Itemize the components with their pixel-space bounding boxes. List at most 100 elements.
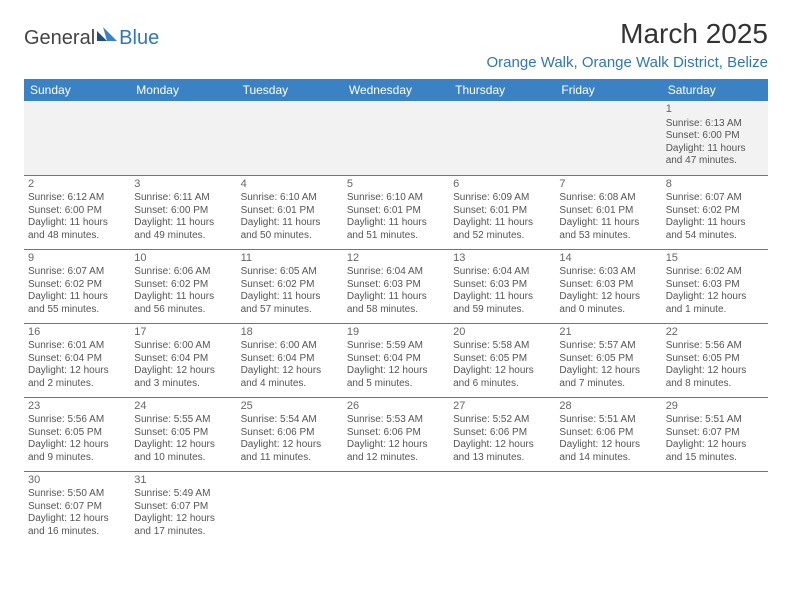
sunrise-text: Sunrise: 6:08 AM — [559, 192, 657, 205]
day-number: 28 — [559, 400, 657, 414]
day-number: 27 — [453, 400, 551, 414]
sunset-text: Sunset: 6:05 PM — [134, 427, 232, 440]
sunrise-text: Sunrise: 5:50 AM — [28, 488, 126, 501]
calendar-day-cell: 22Sunrise: 5:56 AMSunset: 6:05 PMDayligh… — [662, 323, 768, 397]
calendar-day-cell: 12Sunrise: 6:04 AMSunset: 6:03 PMDayligh… — [343, 249, 449, 323]
sunset-text: Sunset: 6:01 PM — [453, 205, 551, 218]
weekday-header: Wednesday — [343, 79, 449, 101]
sunset-text: Sunset: 6:02 PM — [666, 205, 764, 218]
sunset-text: Sunset: 6:06 PM — [453, 427, 551, 440]
calendar-day-cell: 1Sunrise: 6:13 AMSunset: 6:00 PMDaylight… — [662, 101, 768, 175]
daylight-text: Daylight: 12 hours and 0 minutes. — [559, 291, 657, 316]
daylight-text: Daylight: 11 hours and 56 minutes. — [134, 291, 232, 316]
calendar-day-cell — [662, 471, 768, 545]
calendar-day-cell — [449, 471, 555, 545]
sunrise-text: Sunrise: 5:53 AM — [347, 414, 445, 427]
day-number: 2 — [28, 178, 126, 192]
daylight-text: Daylight: 12 hours and 5 minutes. — [347, 365, 445, 390]
sunset-text: Sunset: 6:04 PM — [347, 353, 445, 366]
sunset-text: Sunset: 6:03 PM — [453, 279, 551, 292]
calendar-day-cell: 20Sunrise: 5:58 AMSunset: 6:05 PMDayligh… — [449, 323, 555, 397]
day-number: 19 — [347, 326, 445, 340]
sunset-text: Sunset: 6:03 PM — [666, 279, 764, 292]
day-number: 23 — [28, 400, 126, 414]
calendar-day-cell — [555, 471, 661, 545]
day-number: 22 — [666, 326, 764, 340]
sunrise-text: Sunrise: 5:54 AM — [241, 414, 339, 427]
daylight-text: Daylight: 11 hours and 48 minutes. — [28, 217, 126, 242]
daylight-text: Daylight: 12 hours and 12 minutes. — [347, 439, 445, 464]
sunset-text: Sunset: 6:00 PM — [666, 130, 764, 143]
weekday-header: Tuesday — [237, 79, 343, 101]
sunset-text: Sunset: 6:04 PM — [241, 353, 339, 366]
calendar-day-cell: 28Sunrise: 5:51 AMSunset: 6:06 PMDayligh… — [555, 397, 661, 471]
sunset-text: Sunset: 6:04 PM — [28, 353, 126, 366]
sunset-text: Sunset: 6:01 PM — [241, 205, 339, 218]
calendar-day-cell: 4Sunrise: 6:10 AMSunset: 6:01 PMDaylight… — [237, 175, 343, 249]
sunset-text: Sunset: 6:06 PM — [241, 427, 339, 440]
calendar-day-cell — [343, 101, 449, 175]
daylight-text: Daylight: 12 hours and 16 minutes. — [28, 513, 126, 538]
day-number: 3 — [134, 178, 232, 192]
sunrise-text: Sunrise: 5:57 AM — [559, 340, 657, 353]
weekday-header: Friday — [555, 79, 661, 101]
calendar-day-cell: 18Sunrise: 6:00 AMSunset: 6:04 PMDayligh… — [237, 323, 343, 397]
day-number: 29 — [666, 400, 764, 414]
daylight-text: Daylight: 11 hours and 49 minutes. — [134, 217, 232, 242]
day-number: 6 — [453, 178, 551, 192]
header: General Blue March 2025 Orange Walk, Ora… — [24, 18, 768, 71]
logo-mark-icon — [97, 24, 119, 47]
sunrise-text: Sunrise: 6:09 AM — [453, 192, 551, 205]
sunset-text: Sunset: 6:05 PM — [559, 353, 657, 366]
sunrise-text: Sunrise: 6:00 AM — [241, 340, 339, 353]
calendar-day-cell: 11Sunrise: 6:05 AMSunset: 6:02 PMDayligh… — [237, 249, 343, 323]
sunset-text: Sunset: 6:03 PM — [347, 279, 445, 292]
calendar-week-row: 2Sunrise: 6:12 AMSunset: 6:00 PMDaylight… — [24, 175, 768, 249]
sunrise-text: Sunrise: 5:56 AM — [666, 340, 764, 353]
daylight-text: Daylight: 12 hours and 7 minutes. — [559, 365, 657, 390]
daylight-text: Daylight: 11 hours and 57 minutes. — [241, 291, 339, 316]
sunset-text: Sunset: 6:05 PM — [453, 353, 551, 366]
calendar-day-cell: 2Sunrise: 6:12 AMSunset: 6:00 PMDaylight… — [24, 175, 130, 249]
sunrise-text: Sunrise: 6:13 AM — [666, 118, 764, 131]
sunset-text: Sunset: 6:07 PM — [134, 501, 232, 514]
sunrise-text: Sunrise: 6:02 AM — [666, 266, 764, 279]
daylight-text: Daylight: 11 hours and 55 minutes. — [28, 291, 126, 316]
sunrise-text: Sunrise: 6:03 AM — [559, 266, 657, 279]
sunrise-text: Sunrise: 6:06 AM — [134, 266, 232, 279]
weekday-header: Sunday — [24, 79, 130, 101]
daylight-text: Daylight: 12 hours and 15 minutes. — [666, 439, 764, 464]
sunset-text: Sunset: 6:02 PM — [28, 279, 126, 292]
daylight-text: Daylight: 11 hours and 51 minutes. — [347, 217, 445, 242]
daylight-text: Daylight: 11 hours and 58 minutes. — [347, 291, 445, 316]
sunset-text: Sunset: 6:07 PM — [28, 501, 126, 514]
daylight-text: Daylight: 12 hours and 2 minutes. — [28, 365, 126, 390]
day-number: 25 — [241, 400, 339, 414]
calendar-day-cell: 14Sunrise: 6:03 AMSunset: 6:03 PMDayligh… — [555, 249, 661, 323]
sunrise-text: Sunrise: 5:59 AM — [347, 340, 445, 353]
calendar-week-row: 16Sunrise: 6:01 AMSunset: 6:04 PMDayligh… — [24, 323, 768, 397]
day-number: 12 — [347, 252, 445, 266]
calendar-day-cell: 27Sunrise: 5:52 AMSunset: 6:06 PMDayligh… — [449, 397, 555, 471]
day-number: 24 — [134, 400, 232, 414]
calendar-page: General Blue March 2025 Orange Walk, Ora… — [0, 0, 792, 545]
calendar-day-cell: 13Sunrise: 6:04 AMSunset: 6:03 PMDayligh… — [449, 249, 555, 323]
calendar-week-row: 30Sunrise: 5:50 AMSunset: 6:07 PMDayligh… — [24, 471, 768, 545]
calendar-day-cell — [24, 101, 130, 175]
daylight-text: Daylight: 11 hours and 47 minutes. — [666, 143, 764, 168]
day-number: 16 — [28, 326, 126, 340]
day-number: 20 — [453, 326, 551, 340]
calendar-day-cell: 6Sunrise: 6:09 AMSunset: 6:01 PMDaylight… — [449, 175, 555, 249]
calendar-day-cell: 29Sunrise: 5:51 AMSunset: 6:07 PMDayligh… — [662, 397, 768, 471]
day-number: 18 — [241, 326, 339, 340]
sunrise-text: Sunrise: 5:55 AM — [134, 414, 232, 427]
day-number: 17 — [134, 326, 232, 340]
calendar-day-cell: 31Sunrise: 5:49 AMSunset: 6:07 PMDayligh… — [130, 471, 236, 545]
calendar-day-cell: 26Sunrise: 5:53 AMSunset: 6:06 PMDayligh… — [343, 397, 449, 471]
day-number: 1 — [666, 103, 764, 117]
calendar-week-row: 23Sunrise: 5:56 AMSunset: 6:05 PMDayligh… — [24, 397, 768, 471]
sunset-text: Sunset: 6:01 PM — [347, 205, 445, 218]
sunrise-text: Sunrise: 5:51 AM — [666, 414, 764, 427]
calendar-day-cell: 7Sunrise: 6:08 AMSunset: 6:01 PMDaylight… — [555, 175, 661, 249]
daylight-text: Daylight: 12 hours and 10 minutes. — [134, 439, 232, 464]
